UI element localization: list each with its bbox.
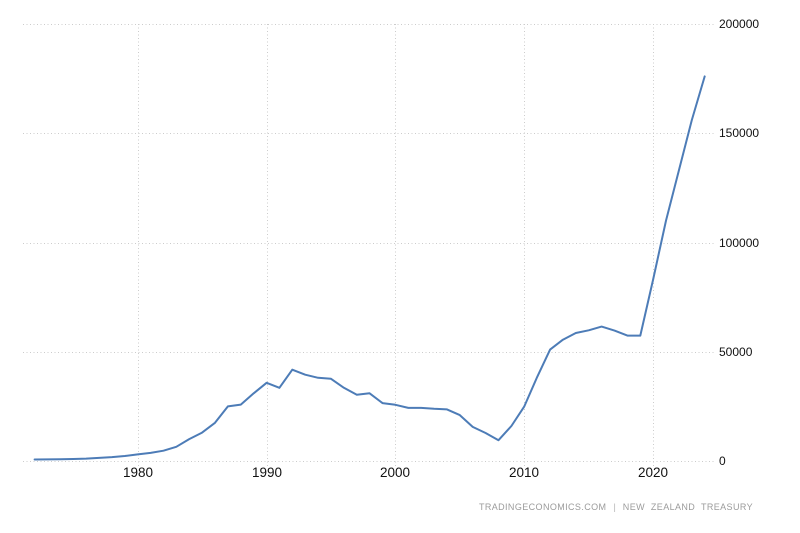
- government-debt-line-series: [33, 75, 706, 461]
- x-axis-tick-label: 1980: [123, 465, 153, 480]
- y-axis-tick-label: 50000: [719, 345, 753, 359]
- y-axis-tick-label: 100000: [719, 236, 759, 250]
- attribution-source-provider[interactable]: NEW ZEALAND TREASURY: [622, 502, 753, 512]
- attribution-tradingeconomics-link[interactable]: TRADINGECONOMICS.COM: [478, 502, 607, 512]
- attribution-separator: |: [613, 502, 616, 512]
- y-axis-tick-label: 200000: [719, 17, 759, 31]
- x-axis-tick-label: 1990: [252, 465, 282, 480]
- x-axis-tick-label: 2020: [638, 465, 668, 480]
- x-axis-tick-label: 2010: [509, 465, 539, 480]
- chart-attribution: TRADINGECONOMICS.COM | NEW ZEALAND TREASUR…: [479, 502, 753, 512]
- y-axis-tick-label: 0: [719, 454, 726, 468]
- x-axis-tick-label: 2000: [380, 465, 410, 480]
- y-axis-tick-label: 150000: [719, 126, 759, 140]
